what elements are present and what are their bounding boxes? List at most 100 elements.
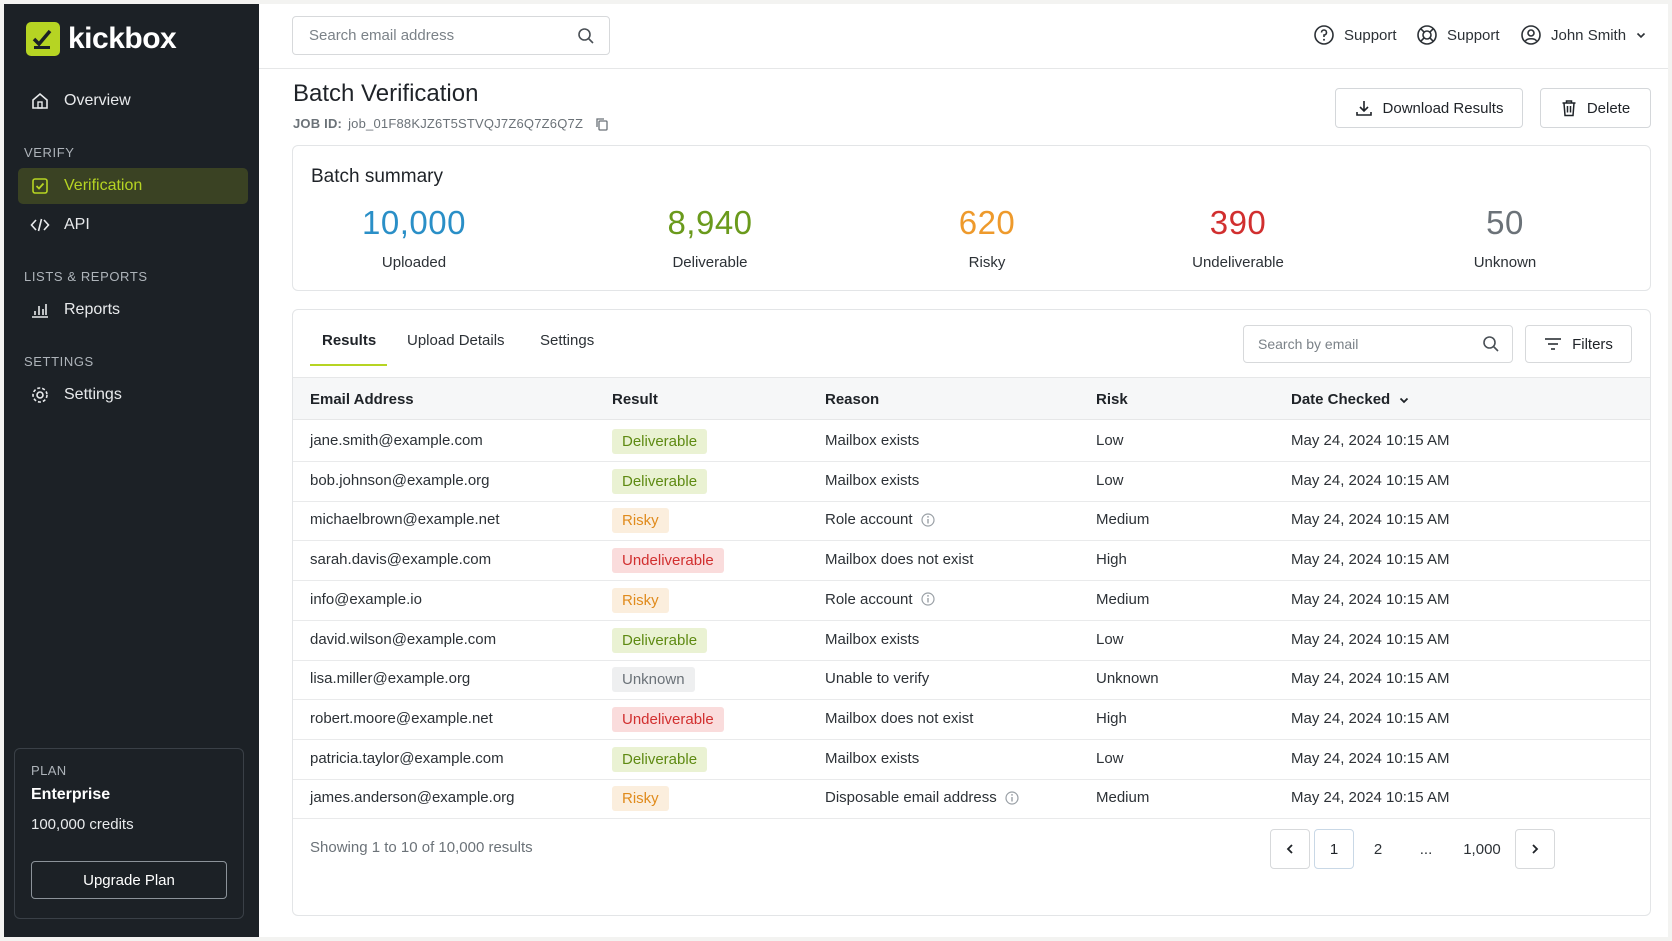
cell-reason: Mailbox exists (825, 472, 919, 489)
lifebuoy-icon (1417, 25, 1437, 45)
cell-email[interactable]: patricia.taylor@example.com (310, 749, 504, 767)
table-row[interactable]: robert.moore@example.net Undeliverable Mai… (293, 698, 1650, 740)
cell-risk: Low (1096, 432, 1124, 449)
cell-email[interactable]: jane.smith@example.com (310, 432, 483, 449)
cell-date: May 24, 2024 10:15 AM (1291, 432, 1450, 449)
cell-email[interactable]: michaelbrown@example.net (310, 511, 500, 529)
column-risk[interactable]: Risk (1096, 391, 1128, 408)
reason-text: Mailbox exists (825, 749, 920, 767)
cell-date: May 24, 2024 10:15 AM (1291, 670, 1450, 688)
verification-icon (32, 178, 48, 194)
table-row[interactable]: info@example.io Risky Role account Medium Ma… (293, 579, 1650, 621)
filter-icon (1545, 338, 1562, 350)
cell-email[interactable]: james.anderson@example.org (310, 789, 515, 807)
sidebar-item-label: Verification (64, 177, 143, 194)
cell-risk: High (1096, 551, 1127, 569)
filters-label: Filters (1572, 335, 1613, 353)
cell-reason: Mailbox does not exist (825, 710, 973, 727)
cell-date: May 24, 2024 10:15 AM (1291, 551, 1450, 569)
stat-label: Deliverable (672, 254, 748, 271)
table-row[interactable]: david.wilson@example.com Deliverable Mailb… (293, 619, 1650, 661)
brand-name: kickbox (68, 22, 177, 55)
cell-email[interactable]: david.wilson@example.com (310, 630, 497, 648)
email-search-input[interactable]: Search by email (1243, 325, 1513, 363)
copy-icon[interactable] (595, 117, 609, 131)
user-name: John Smith (1551, 26, 1627, 44)
sidebar-item-api[interactable]: API (18, 207, 248, 243)
column-label: Date Checked (1291, 391, 1391, 408)
status-badge: Deliverable (612, 627, 708, 653)
table-row[interactable]: lisa.miller@example.org Unknown Unable to … (293, 658, 1650, 701)
trash-icon (1562, 100, 1576, 117)
table-row[interactable]: michaelbrown@example.net Risky Role accoun… (293, 499, 1650, 542)
download-results-button[interactable]: Download Results (1335, 88, 1523, 128)
support-link[interactable]: Support (1313, 24, 1397, 46)
cell-email[interactable]: robert.moore@example.net (310, 709, 493, 727)
support-lifebuoy-link[interactable]: Support (1416, 24, 1500, 46)
tab-results[interactable]: Results (322, 332, 377, 349)
delete-button[interactable]: Delete (1540, 88, 1651, 128)
job-id-label: JOB ID: (293, 116, 343, 131)
tab-upload-details[interactable]: Upload Details (407, 332, 505, 349)
cell-email[interactable]: lisa.miller@example.org (310, 670, 471, 688)
table-row[interactable]: james.anderson@example.org Risky Disposabl… (293, 777, 1650, 820)
plan-credits: 100,000 credits (31, 816, 134, 833)
table-row[interactable]: patricia.taylor@example.com Deliverable Ma… (293, 738, 1650, 780)
filters-button[interactable]: Filters (1525, 325, 1632, 363)
search-placeholder: Search by email (1258, 336, 1359, 352)
sidebar-item-verification[interactable]: Verification (18, 168, 248, 204)
info-icon[interactable] (1005, 791, 1019, 805)
stat-value: 620 (958, 204, 1016, 241)
cell-date: May 24, 2024 10:15 AM (1291, 511, 1450, 529)
page-2-button[interactable]: 2 (1373, 840, 1383, 858)
cell-email[interactable]: bob.johnson@example.org (310, 471, 490, 489)
table-row[interactable]: sarah.davis@example.com Undeliverable Mail… (293, 539, 1650, 582)
stat-value: 8,940 (667, 204, 753, 241)
section-settings: SETTINGS (24, 354, 94, 369)
logo[interactable]: kickbox (26, 22, 177, 56)
results-count: Showing 1 to 10 of 10,000 results (310, 839, 533, 856)
batch-summary-card: Batch summary 10,000 Uploaded 8,940 Deli… (292, 145, 1651, 291)
results-card: Results Upload Details Settings Search b… (292, 309, 1651, 916)
cell-reason: Mailbox exists (825, 432, 919, 449)
upgrade-plan-button[interactable]: Upgrade Plan (31, 861, 227, 899)
tab-settings[interactable]: Settings (540, 332, 595, 349)
sidebar-item-reports[interactable]: Reports (18, 292, 248, 328)
reason-text: Role account (825, 590, 913, 608)
cell-reason: Role account (825, 511, 935, 528)
kickbox-logo-icon (26, 22, 60, 56)
sidebar-item-label: Overview (64, 92, 131, 109)
info-icon[interactable] (920, 592, 935, 606)
column-result[interactable]: Result (612, 391, 658, 408)
job-id: JOB ID: job_01F88KJZ6T5STVQJ7Z6Q7Z6Q7Z (293, 116, 609, 131)
table-row[interactable]: bob.johnson@example.org Deliverable Mailbo… (293, 460, 1650, 502)
stat-risky: 620 Risky (877, 204, 1097, 271)
support-label: Support (1447, 26, 1500, 44)
cell-date: May 24, 2024 10:15 AM (1291, 590, 1450, 608)
cell-email[interactable]: sarah.davis@example.com (310, 551, 492, 569)
summary-title: Batch summary (311, 166, 443, 187)
home-icon (32, 92, 48, 109)
page-1-button[interactable]: 1 (1314, 829, 1354, 869)
sidebar-item-label: Settings (64, 386, 122, 403)
page-last-button[interactable]: 1,000 (1463, 840, 1501, 858)
user-menu[interactable]: John Smith (1520, 24, 1647, 46)
column-date-checked[interactable]: Date Checked (1291, 391, 1410, 408)
table-row[interactable]: jane.smith@example.com Deliverable Mailbox… (293, 420, 1650, 462)
info-icon[interactable] (920, 513, 935, 527)
search-input[interactable]: Search email address (292, 16, 610, 55)
sidebar-item-overview[interactable]: Overview (18, 83, 248, 119)
stat-label: Uploaded (381, 254, 447, 271)
column-email[interactable]: Email Address (310, 391, 414, 408)
status-badge: Risky (612, 786, 669, 812)
search-icon (578, 27, 594, 44)
next-page-button[interactable] (1515, 829, 1555, 869)
cell-email[interactable]: info@example.io (310, 590, 422, 608)
search-placeholder: Search email address (309, 27, 455, 44)
column-reason[interactable]: Reason (825, 391, 880, 408)
sidebar-item-settings[interactable]: Settings (18, 377, 248, 413)
cell-reason: Mailbox exists (825, 750, 919, 767)
table-header: Email Address Result Reason Risk Date Ch… (293, 377, 1650, 420)
sidebar-item-label: API (64, 216, 90, 233)
prev-page-button[interactable] (1270, 829, 1310, 869)
